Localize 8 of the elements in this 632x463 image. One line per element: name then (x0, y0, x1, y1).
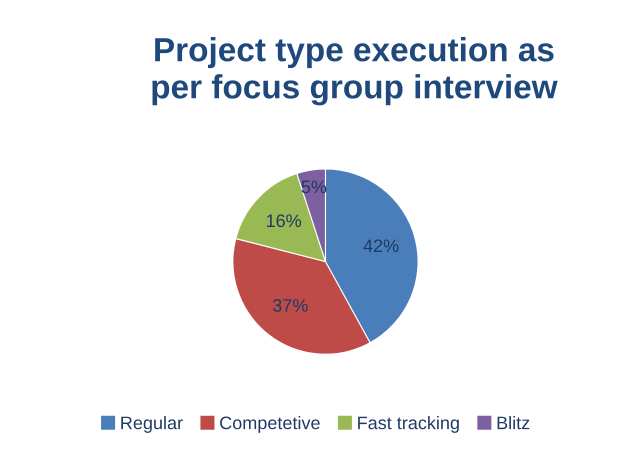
data-label: 37% (272, 299, 308, 312)
legend-label: Regular (121, 416, 183, 433)
legend-label: Competetive (220, 416, 320, 433)
legend-label: Blitz (498, 416, 530, 430)
data-label: 16% (266, 214, 302, 228)
data-label: 42% (363, 239, 399, 252)
legend-label: Fast tracking (358, 416, 459, 433)
chart-title: Project type execution as per focus group interview (152, 37, 558, 106)
